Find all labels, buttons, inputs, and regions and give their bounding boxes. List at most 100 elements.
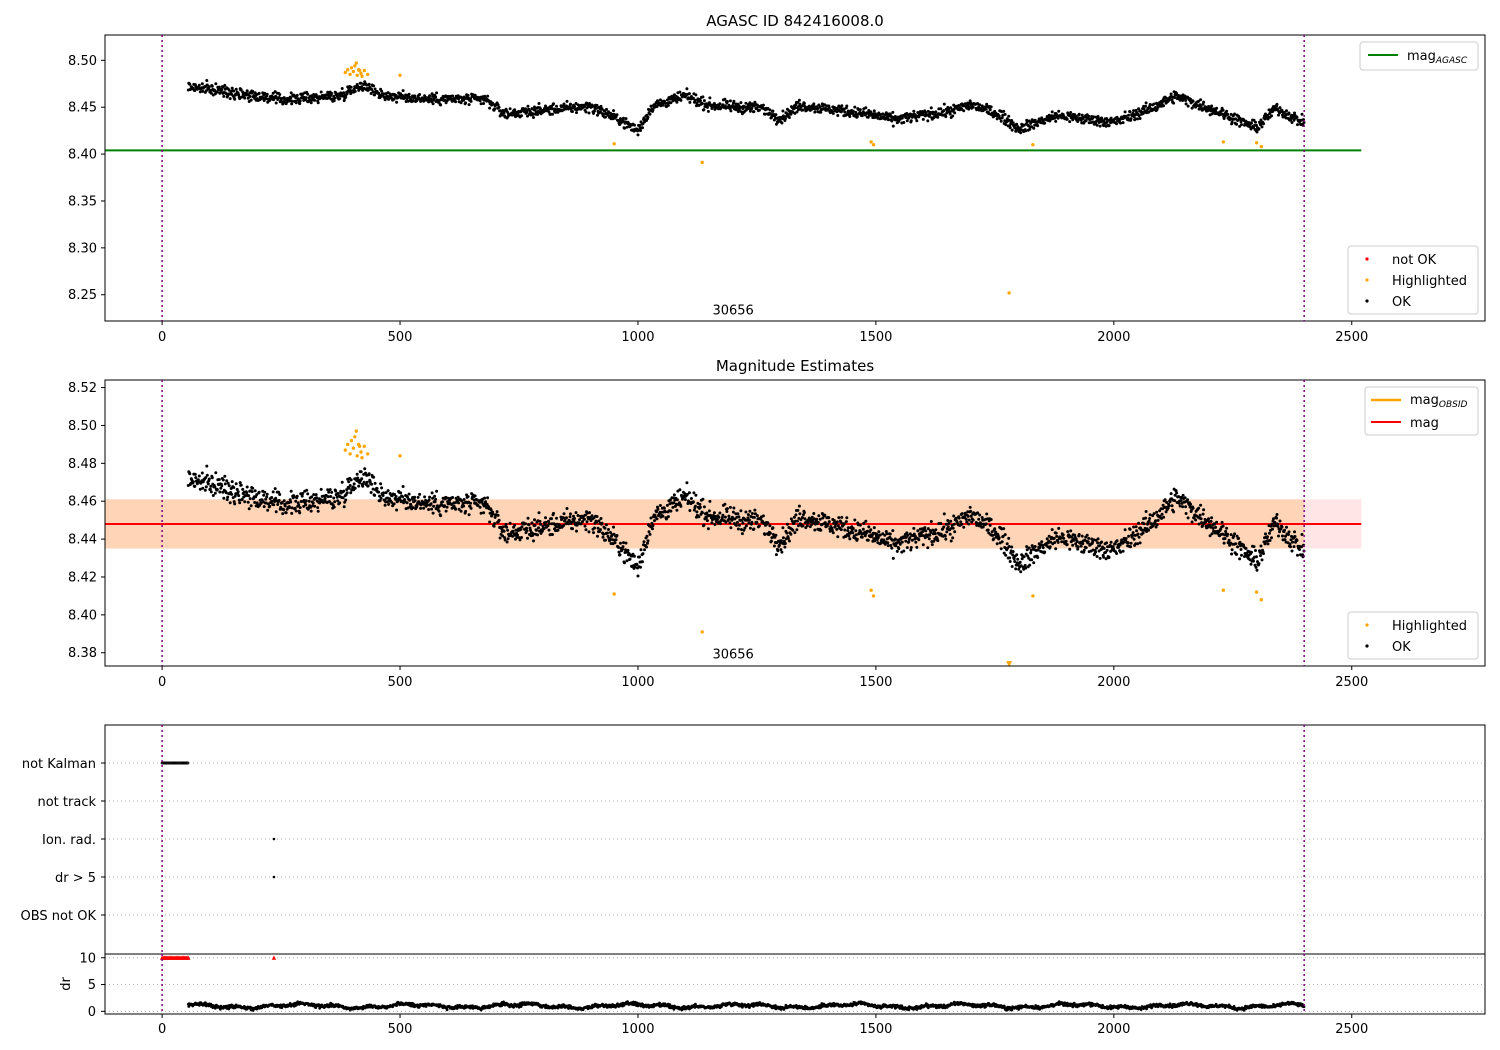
ok-point xyxy=(284,511,288,515)
ok-point xyxy=(1296,123,1299,127)
y-tick-label: 8.52 xyxy=(68,381,97,396)
ok-point xyxy=(1054,531,1058,535)
ok-point xyxy=(939,107,943,111)
ok-point xyxy=(205,79,209,82)
ok-point xyxy=(571,110,574,113)
ok-point xyxy=(222,496,226,500)
ok-point xyxy=(1181,493,1185,497)
ok-point xyxy=(501,525,505,529)
ok-point xyxy=(1250,550,1253,554)
ok-point xyxy=(562,102,566,106)
ok-point xyxy=(372,84,376,88)
ok-point xyxy=(1012,557,1016,561)
ok-point xyxy=(900,540,904,544)
ok-point xyxy=(1071,543,1075,547)
ok-point xyxy=(915,545,919,549)
ok-point xyxy=(1010,545,1014,549)
ok-point xyxy=(300,494,304,498)
ok-point xyxy=(776,549,780,553)
ok-point xyxy=(858,523,862,527)
ok-point xyxy=(693,504,697,508)
ok-point xyxy=(1027,546,1031,550)
ok-point xyxy=(615,534,619,537)
ok-point xyxy=(188,82,192,86)
ok-point xyxy=(311,501,315,505)
ok-point xyxy=(806,521,810,525)
ok-point xyxy=(1003,533,1007,537)
ok-point xyxy=(218,490,222,494)
ok-point xyxy=(1254,120,1257,124)
ok-point xyxy=(752,527,756,531)
ok-point xyxy=(537,102,541,105)
ok-point xyxy=(1115,122,1119,126)
ok-point xyxy=(801,524,805,528)
ok-point xyxy=(265,92,269,96)
ok-point xyxy=(990,530,994,534)
ok-point xyxy=(759,517,763,521)
ok-point xyxy=(636,574,640,578)
ok-point xyxy=(533,523,537,527)
highlighted-point xyxy=(359,450,363,454)
ok-point xyxy=(511,529,515,533)
ok-point xyxy=(371,487,375,491)
ok-point xyxy=(777,543,781,547)
legend-ok-2: OK xyxy=(1392,640,1411,655)
ok-point xyxy=(373,481,377,485)
ok-point xyxy=(706,527,710,531)
ok-point xyxy=(459,509,463,513)
highlighted-point xyxy=(357,68,362,73)
y-tick-label: 8.44 xyxy=(68,533,97,548)
ok-point xyxy=(1070,535,1074,539)
ok-point xyxy=(1238,540,1242,544)
ok-point xyxy=(394,495,398,498)
ok-point xyxy=(366,484,370,488)
ok-point xyxy=(675,498,679,502)
ok-point xyxy=(381,494,385,497)
ok-point xyxy=(1048,545,1052,549)
ok-point xyxy=(863,534,867,538)
ok-point xyxy=(774,553,778,557)
ok-point xyxy=(597,519,601,523)
ok-point xyxy=(693,98,697,102)
ok-point xyxy=(1200,521,1204,525)
ok-point xyxy=(924,529,928,533)
ok-point xyxy=(1281,534,1284,538)
ok-point xyxy=(1024,566,1028,570)
ok-point xyxy=(237,93,241,97)
ok-point xyxy=(262,493,266,497)
ok-point xyxy=(349,85,353,89)
ok-point xyxy=(1007,545,1011,548)
ok-point xyxy=(478,505,482,509)
ok-point xyxy=(1049,540,1053,544)
ok-point xyxy=(853,518,857,522)
ok-point xyxy=(746,516,750,520)
ok-point xyxy=(492,524,496,528)
ok-point xyxy=(432,504,436,508)
ok-point xyxy=(405,501,409,505)
ok-point xyxy=(1137,114,1141,118)
ok-point xyxy=(854,533,858,537)
ok-point xyxy=(1144,516,1148,520)
ok-point xyxy=(469,506,473,510)
ok-point xyxy=(207,477,211,481)
ok-point xyxy=(531,112,535,116)
ok-point xyxy=(532,539,535,543)
ok-point xyxy=(905,546,909,550)
ok-point xyxy=(298,511,302,515)
ok-point xyxy=(569,102,572,106)
ok-point xyxy=(643,548,646,552)
ok-point xyxy=(1022,555,1026,559)
ok-point xyxy=(501,534,505,538)
ok-point xyxy=(724,520,728,524)
ok-point xyxy=(428,495,432,499)
ok-point xyxy=(1160,512,1164,516)
ok-point xyxy=(1132,525,1136,529)
y-tick-label: 8.42 xyxy=(68,570,97,585)
ok-point xyxy=(1015,122,1019,126)
ok-point xyxy=(1043,121,1047,125)
ok-point xyxy=(478,99,482,103)
legend-mag-obsid-sub: OBSID xyxy=(1439,400,1468,410)
ok-point xyxy=(1208,534,1212,538)
ok-point xyxy=(1061,533,1065,537)
ok-point xyxy=(736,512,740,516)
